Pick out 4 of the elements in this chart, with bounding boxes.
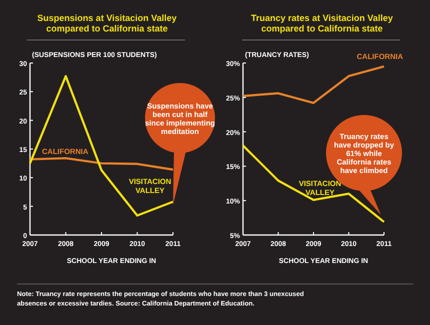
line-series: [242, 65, 386, 104]
chart-title: Suspensions at Visitacion Valley compared to California state: [37, 13, 177, 34]
chart-title: Truancy rates at Visitacion Valley compared to California state: [251, 13, 393, 34]
line-series: [28, 157, 174, 171]
